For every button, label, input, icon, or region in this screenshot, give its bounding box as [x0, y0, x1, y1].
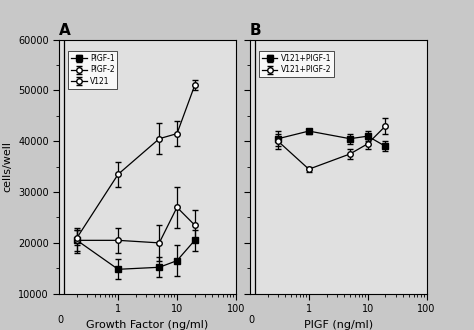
Legend: PlGF-1, PlGF-2, V121: PlGF-1, PlGF-2, V121: [68, 51, 118, 89]
X-axis label: PlGF (ng/ml): PlGF (ng/ml): [304, 320, 373, 330]
Text: 0: 0: [248, 315, 254, 325]
Y-axis label: cells/well: cells/well: [2, 141, 12, 192]
Text: B: B: [250, 23, 262, 38]
Legend: V121+PlGF-1, V121+PlGF-2: V121+PlGF-1, V121+PlGF-2: [259, 51, 334, 78]
X-axis label: Growth Factor (ng/ml): Growth Factor (ng/ml): [86, 320, 209, 330]
Text: 0: 0: [57, 315, 64, 325]
Text: A: A: [59, 23, 71, 38]
